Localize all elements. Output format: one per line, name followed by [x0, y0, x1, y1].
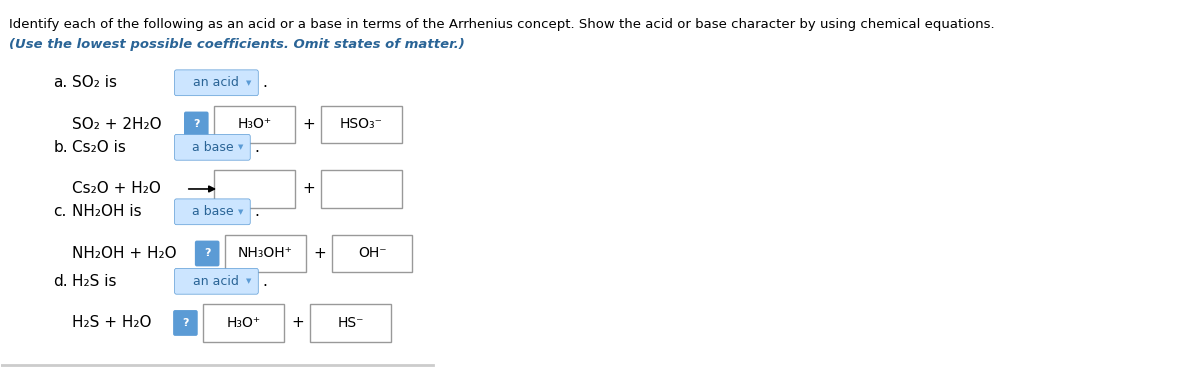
Text: H₂S + H₂O: H₂S + H₂O — [72, 315, 152, 330]
Text: NH₃OH⁺: NH₃OH⁺ — [238, 247, 293, 260]
Text: a base: a base — [192, 141, 233, 154]
Text: .: . — [254, 204, 259, 219]
Text: a.: a. — [54, 75, 67, 90]
Text: H₂S is: H₂S is — [72, 274, 116, 289]
FancyBboxPatch shape — [174, 70, 258, 96]
FancyBboxPatch shape — [311, 304, 391, 342]
Text: HS⁻: HS⁻ — [337, 316, 364, 330]
Text: +: + — [302, 182, 316, 196]
Text: d.: d. — [54, 274, 68, 289]
Text: H₃O⁺: H₃O⁺ — [227, 316, 260, 330]
Text: +: + — [302, 117, 316, 132]
FancyBboxPatch shape — [174, 199, 251, 225]
Text: c.: c. — [54, 204, 67, 219]
Text: .: . — [254, 140, 259, 155]
FancyBboxPatch shape — [194, 241, 220, 266]
FancyBboxPatch shape — [184, 112, 209, 137]
FancyBboxPatch shape — [173, 310, 198, 336]
Text: ?: ? — [204, 248, 210, 259]
Text: (Use the lowest possible coefficients. Omit states of matter.): (Use the lowest possible coefficients. O… — [8, 38, 464, 51]
Text: H₃O⁺: H₃O⁺ — [238, 118, 271, 131]
FancyBboxPatch shape — [226, 235, 306, 272]
Text: SO₂ is: SO₂ is — [72, 75, 118, 90]
Text: SO₂ + 2H₂O: SO₂ + 2H₂O — [72, 117, 162, 132]
Text: b.: b. — [54, 140, 68, 155]
Text: a base: a base — [192, 205, 233, 218]
FancyBboxPatch shape — [174, 134, 251, 160]
FancyBboxPatch shape — [322, 170, 402, 208]
Text: ▼: ▼ — [238, 209, 244, 215]
Text: ▼: ▼ — [246, 278, 252, 284]
Text: OH⁻: OH⁻ — [358, 247, 386, 260]
FancyBboxPatch shape — [203, 304, 284, 342]
FancyBboxPatch shape — [332, 235, 413, 272]
FancyBboxPatch shape — [215, 170, 295, 208]
Text: Cs₂O is: Cs₂O is — [72, 140, 126, 155]
Text: +: + — [313, 246, 326, 261]
FancyBboxPatch shape — [322, 106, 402, 143]
Text: ▼: ▼ — [238, 144, 244, 150]
Text: ?: ? — [182, 318, 188, 328]
FancyBboxPatch shape — [174, 268, 258, 294]
Text: NH₂OH + H₂O: NH₂OH + H₂O — [72, 246, 176, 261]
Text: .: . — [262, 75, 266, 90]
Text: an acid: an acid — [193, 76, 239, 89]
Text: NH₂OH is: NH₂OH is — [72, 204, 142, 219]
Text: HSO₃⁻: HSO₃⁻ — [340, 118, 383, 131]
Text: ?: ? — [193, 119, 199, 129]
Text: an acid: an acid — [193, 275, 239, 288]
FancyBboxPatch shape — [215, 106, 295, 143]
Text: +: + — [292, 315, 304, 330]
Text: ▼: ▼ — [246, 80, 252, 86]
Text: .: . — [262, 274, 266, 289]
Text: Identify each of the following as an acid or a base in terms of the Arrhenius co: Identify each of the following as an aci… — [8, 18, 995, 31]
Text: Cs₂O + H₂O: Cs₂O + H₂O — [72, 182, 161, 196]
